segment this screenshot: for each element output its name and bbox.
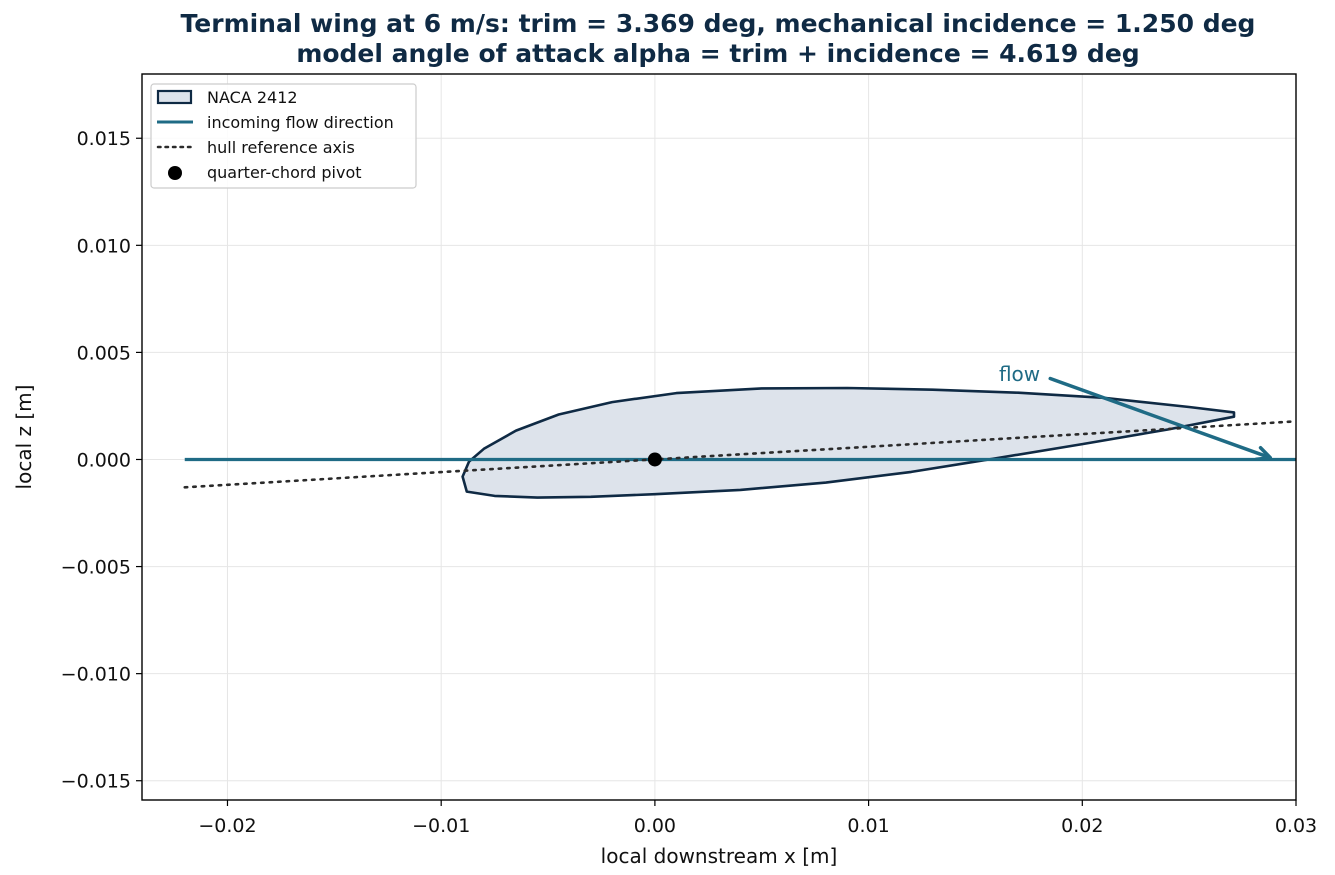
quarter-chord-pivot-point: [647, 452, 662, 467]
x-tick-label: −0.02: [198, 815, 256, 837]
flow-annotation-label: flow: [999, 362, 1040, 386]
flow-arrow-head: [1254, 446, 1273, 461]
legend-label-pivot: quarter-chord pivot: [207, 163, 362, 182]
axis-ticks: −0.02 −0.01 0.00 0.01 0.02 0.03 −0.015 −0.010 −0…: [61, 128, 1317, 837]
y-tick-label: 0.015: [77, 128, 131, 150]
legend-label-flow: incoming flow direction: [207, 113, 394, 132]
y-tick-label: 0.010: [77, 235, 131, 257]
plot-area: flow: [183, 362, 1298, 499]
y-tick-label: 0.000: [77, 449, 131, 471]
y-axis-label: local z [m]: [12, 385, 36, 490]
flow-arrow-shaft: [1048, 376, 1269, 459]
hull-reference-axis-line: [183, 420, 1298, 489]
legend-swatch-pivot: [168, 166, 182, 180]
x-tick-label: −0.01: [412, 815, 470, 837]
legend: NACA 2412 incoming flow direction hull r…: [150, 83, 417, 189]
x-tick-label: 0.00: [634, 815, 676, 837]
y-tick-label: −0.005: [61, 557, 131, 579]
legend-swatch-airfoil: [156, 89, 193, 105]
chart-title-line1: Terminal wing at 6 m/s: trim = 3.369 deg…: [181, 9, 1256, 38]
x-tick-label: 0.02: [1061, 815, 1103, 837]
legend-label-hull-axis: hull reference axis: [207, 138, 355, 157]
y-tick-label: 0.005: [77, 342, 131, 364]
legend-box: [150, 83, 417, 189]
y-tick-label: −0.015: [61, 771, 131, 793]
x-tick-label: 0.03: [1275, 815, 1317, 837]
x-axis-label: local downstream x [m]: [601, 844, 838, 868]
legend-label-airfoil: NACA 2412: [207, 88, 298, 107]
plot-frame: [141, 73, 1297, 801]
y-tick-label: −0.010: [61, 664, 131, 686]
airfoil-naca-2412: [461, 386, 1236, 499]
chart-title-line2: model angle of attack alpha = trim + inc…: [296, 39, 1139, 68]
x-tick-label: 0.01: [847, 815, 889, 837]
